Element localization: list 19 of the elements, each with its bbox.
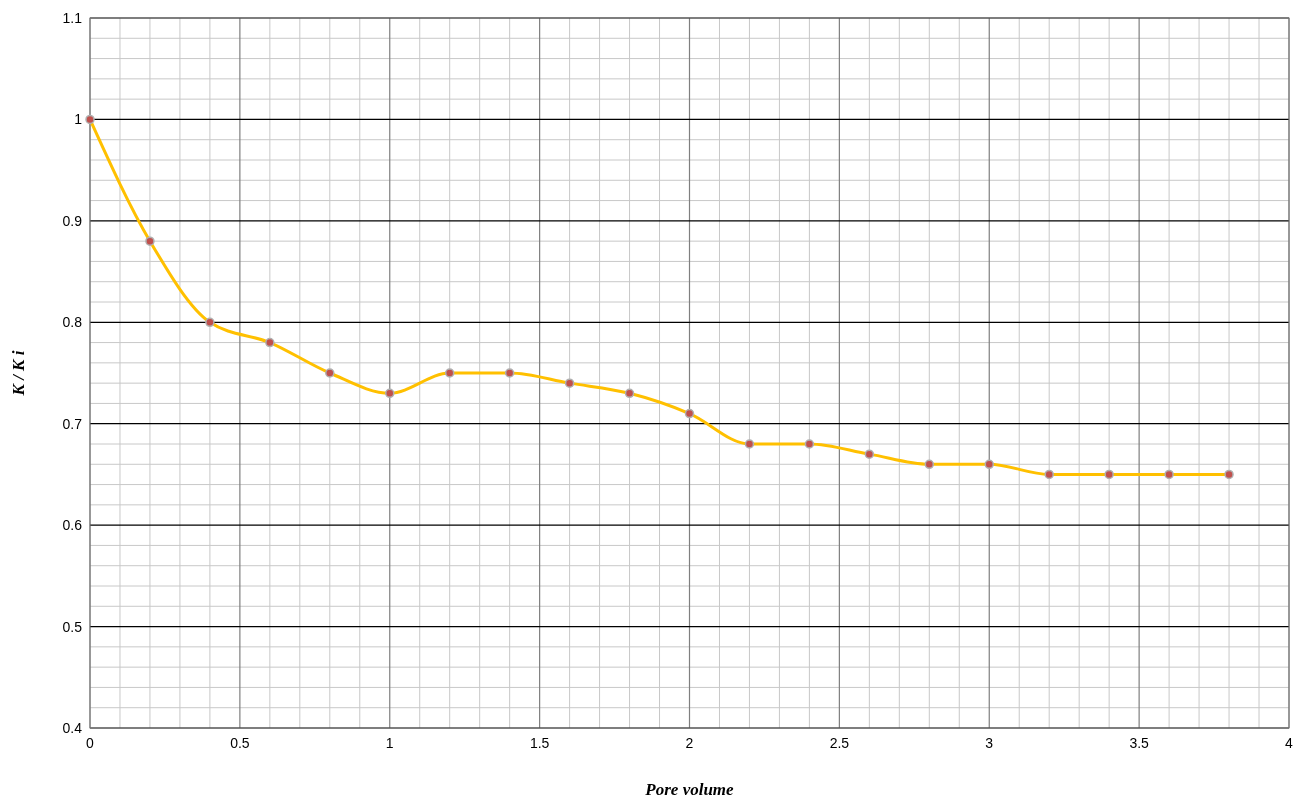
y-tick-label: 0.5 bbox=[62, 618, 83, 635]
y-tick-label: 1.1 bbox=[62, 10, 83, 26]
y-tick-label: 0.7 bbox=[62, 415, 83, 432]
x-tick-label: 3 bbox=[985, 735, 994, 751]
x-tick-label: 2 bbox=[685, 735, 694, 751]
y-tick-label: 0.8 bbox=[62, 314, 83, 331]
x-tick-label: 1 bbox=[385, 735, 394, 751]
x-tick-label: 3.5 bbox=[1129, 735, 1150, 751]
x-tick-label: 1.5 bbox=[529, 735, 550, 751]
y-tick-label: 0.9 bbox=[62, 212, 83, 229]
x-axis-title: Pore volume bbox=[644, 780, 735, 799]
y-tick-label: 0.4 bbox=[62, 720, 83, 736]
y-tick-label: 1 bbox=[74, 111, 83, 128]
x-tick-label: 0 bbox=[86, 735, 95, 751]
x-tick-label: 0.5 bbox=[230, 735, 250, 751]
x-tick-label: 2.5 bbox=[829, 735, 850, 751]
y-tick-label: 0.6 bbox=[62, 517, 83, 534]
x-tick-label: 4 bbox=[1285, 735, 1294, 751]
y-axis-title: K / K i bbox=[9, 350, 28, 397]
